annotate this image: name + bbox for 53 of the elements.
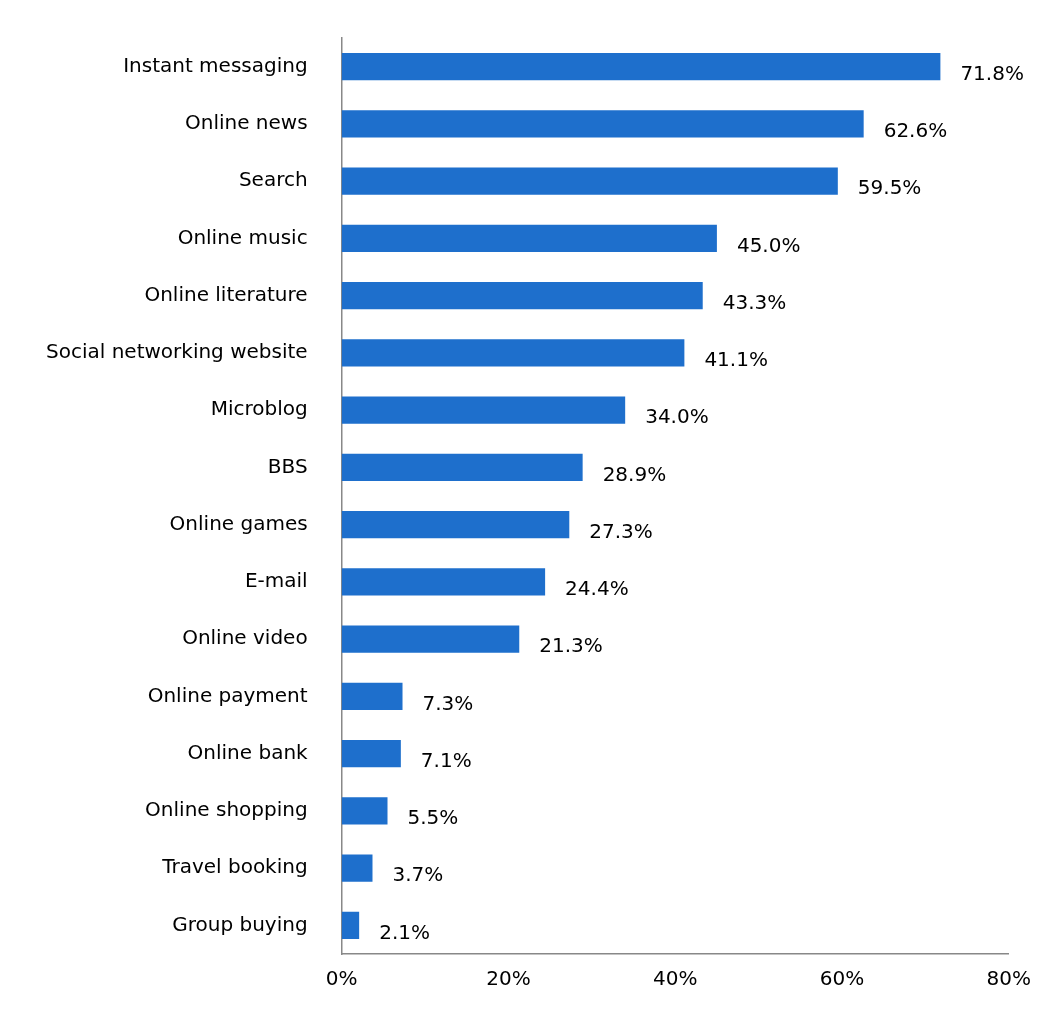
bar — [341, 625, 520, 653]
data-label: 62.6% — [883, 118, 948, 143]
x-tick-label: 0% — [325, 966, 358, 991]
y-tick-label: Online games — [169, 510, 308, 535]
y-tick-label: Travel booking — [161, 854, 308, 879]
bar — [341, 224, 717, 253]
data-label: 41.1% — [704, 347, 768, 372]
bar — [341, 568, 546, 596]
y-tick-label: Online bank — [187, 739, 309, 764]
data-label: 7.1% — [420, 747, 472, 772]
data-label: 5.5% — [407, 805, 459, 830]
bar — [341, 167, 838, 195]
bar — [341, 682, 403, 711]
bar — [341, 396, 626, 424]
data-label: 7.3% — [422, 690, 474, 715]
data-label: 71.8% — [960, 60, 1024, 85]
x-tick-label: 40% — [652, 966, 698, 991]
bar — [341, 797, 388, 825]
y-tick-label: E-mail — [244, 568, 308, 593]
x-tick-label: 60% — [819, 966, 865, 991]
y-tick-label: Online literature — [144, 281, 308, 306]
y-tick-label: Microblog — [210, 396, 308, 421]
y-tick-label: Online music — [177, 224, 308, 249]
x-tick-label: 20% — [486, 966, 531, 991]
data-label: 28.9% — [602, 461, 667, 486]
data-label: 34.0% — [645, 404, 709, 429]
y-tick-label: Group buying — [172, 911, 308, 936]
data-label: 43.3% — [722, 289, 787, 314]
data-label: 24.4% — [565, 576, 629, 601]
bar — [341, 510, 570, 539]
data-label: 45.0% — [736, 232, 801, 257]
y-tick-label: BBS — [267, 453, 308, 478]
x-tick-label: 80% — [986, 966, 1031, 991]
bar — [341, 453, 583, 482]
y-tick-label: Online payment — [147, 682, 308, 707]
bar — [341, 854, 373, 882]
bar — [341, 110, 864, 138]
y-tick-label: Instant messaging — [123, 52, 308, 77]
y-tick-label: Online video — [182, 625, 308, 650]
data-label: 21.3% — [539, 633, 603, 658]
y-tick-label: Online news — [185, 110, 308, 135]
y-tick-label: Search — [238, 167, 308, 192]
bar — [341, 52, 941, 81]
y-tick-label: Online shopping — [145, 797, 308, 822]
data-label: 3.7% — [392, 862, 444, 887]
y-tick-label: Social networking website — [46, 339, 308, 364]
bar — [341, 339, 685, 367]
data-label: 27.3% — [589, 518, 653, 543]
data-label: 2.1% — [379, 919, 430, 944]
data-label: 59.5% — [857, 175, 922, 200]
bar — [341, 911, 360, 940]
bar — [341, 281, 703, 310]
bar — [341, 739, 401, 768]
